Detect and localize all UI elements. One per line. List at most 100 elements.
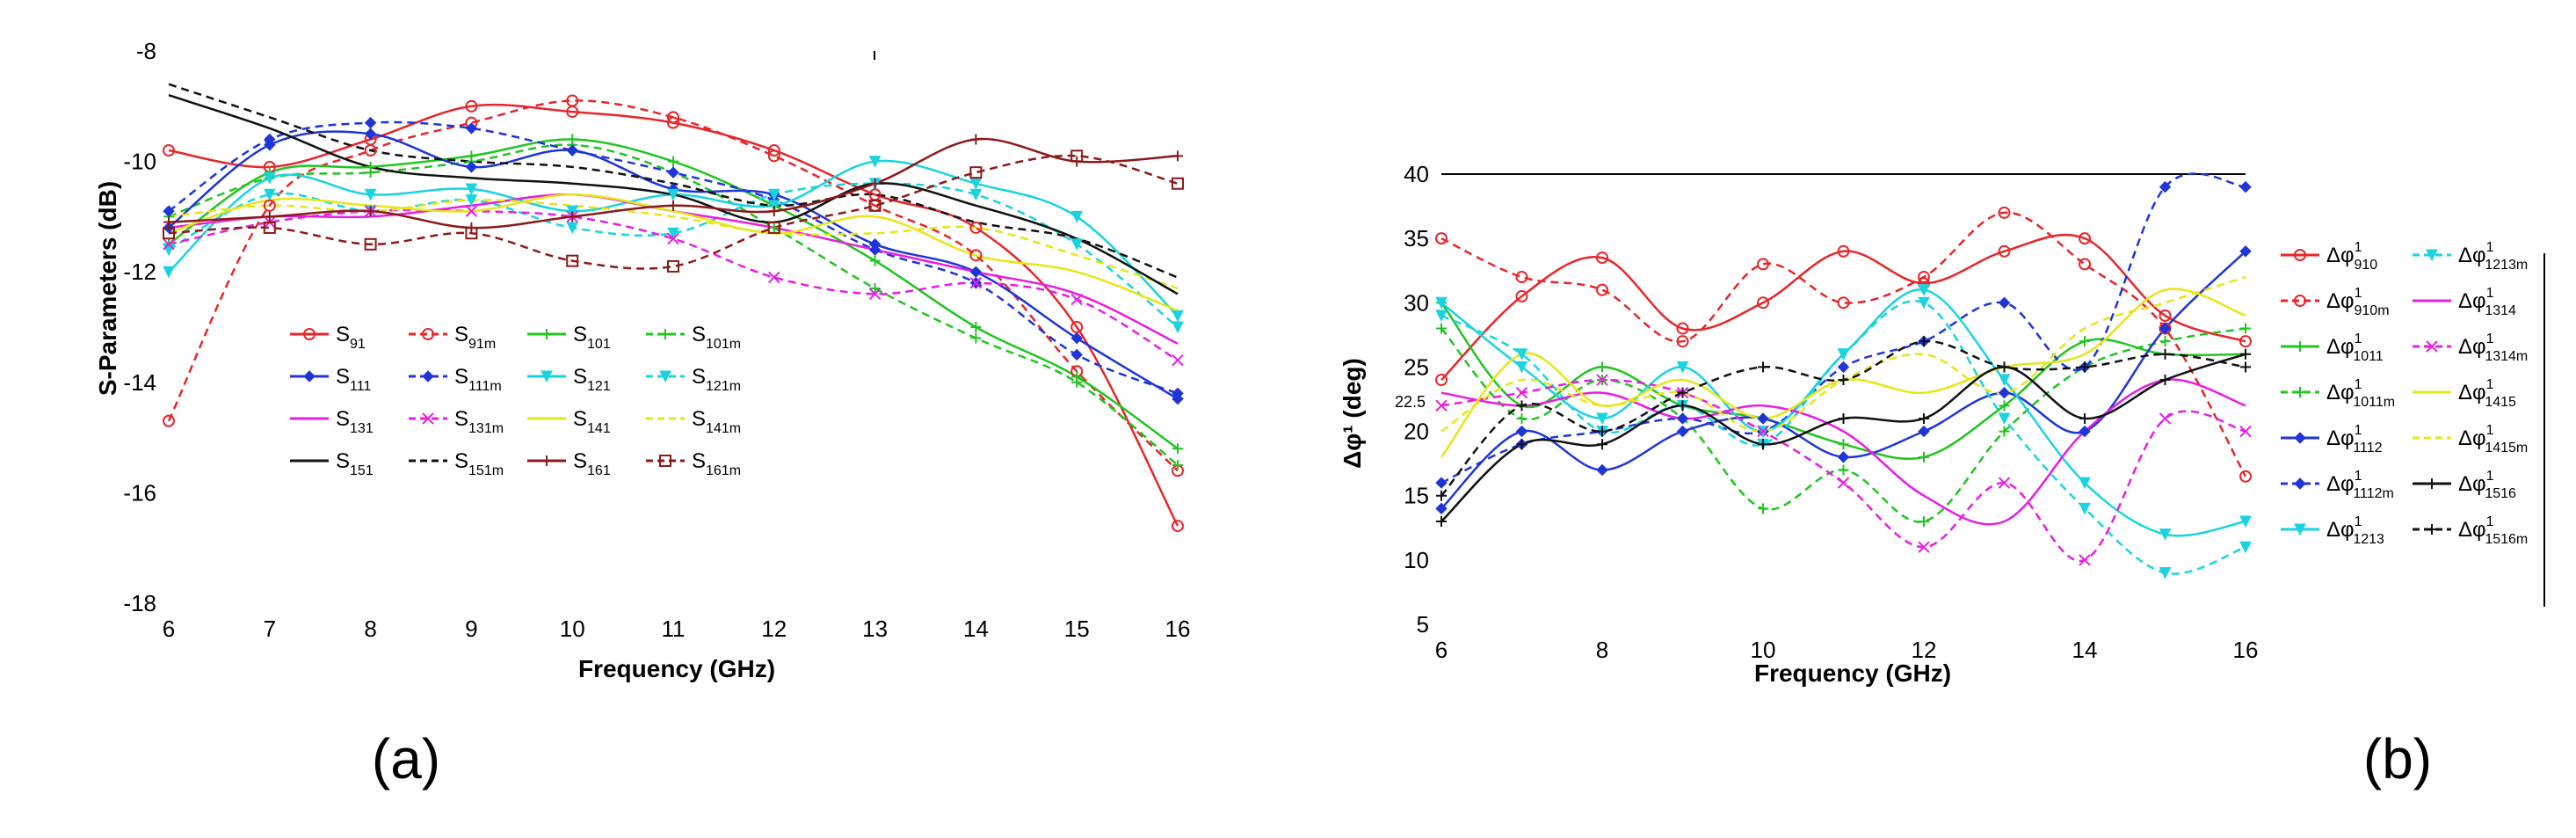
panel-a-x-tick-1: 7 <box>264 616 276 642</box>
panel-a-x-tick-0: 6 <box>163 616 175 642</box>
panel-a-x-tick-9: 15 <box>1064 616 1090 642</box>
panel-a-markers <box>163 94 1184 533</box>
panel-b-series-line-910m <box>1440 211 2247 477</box>
panel-a-point-161m-4 <box>566 254 579 267</box>
panel-b-point-1213-10 <box>2239 515 2252 528</box>
panel-a-point-161-5 <box>668 200 678 211</box>
panel-b-point-1112m-5 <box>1837 361 1850 374</box>
panel-a-point-121m-6 <box>767 188 780 201</box>
panel-b-point-1213m-1 <box>1515 348 1528 361</box>
panel-a-legend-marker-0 <box>303 328 316 340</box>
panel-b-legend-label-8: Δφ1 1314 <box>2458 286 2516 318</box>
panel-a-legend-marker-9 <box>422 412 434 425</box>
panel-b-legend-label-9: Δφ1 1314m <box>2458 332 2528 364</box>
panel-a-point-131m-7 <box>868 288 882 301</box>
panel-b-series-line-910 <box>1440 233 2246 381</box>
panel-a-point-121m-3 <box>465 194 478 207</box>
panel-b-point-910m-2 <box>1596 283 1608 296</box>
panel-a-point-161-6 <box>768 206 780 217</box>
panel-b-point-1516m-8 <box>2079 361 2090 373</box>
panel-b-point-1516m-6 <box>1919 336 1929 347</box>
panel-a-legend-label-1: S91m <box>454 323 496 352</box>
panel-a-legend-label-10: S141 <box>573 407 611 436</box>
panel-a-point-91m-4 <box>566 94 579 107</box>
panel-a-point-91m-5 <box>667 111 679 124</box>
panel-b-point-1112-2 <box>1596 463 1608 477</box>
panel-b-legend-label-0: Δφ1 910 <box>2326 240 2377 273</box>
panel-b-point-1011-7 <box>1999 400 2010 412</box>
panel-a-y-tick-5: -18 <box>123 590 156 616</box>
panel-a-point-91-5 <box>667 116 679 129</box>
panel-a-point-91m-6 <box>767 149 780 163</box>
panel-b-point-1314m-2 <box>1596 374 1608 386</box>
panel-a-legend-label-12: S151 <box>336 449 374 478</box>
panel-b-point-1213m-10 <box>2239 541 2252 554</box>
panel-b-point-1516m-3 <box>1677 387 1688 398</box>
panel-b-point-910-5 <box>1837 244 1850 258</box>
panel-b-point-910m-0 <box>1435 232 1448 245</box>
panel-b-point-1516-9 <box>2159 375 2171 386</box>
panel-b-label: (b) <box>2363 727 2432 791</box>
panel-a-x-tick-4: 10 <box>560 616 585 642</box>
panel-b-y-axis-title: Δφ¹ (deg) <box>1339 358 1366 469</box>
panel-b-x-tick-2: 10 <box>1751 637 1776 663</box>
panel-b-point-1314m-9 <box>2159 412 2172 425</box>
panel-b-point-1516-0 <box>1436 515 1447 527</box>
panel-b-y-tick-8: 40 <box>1404 161 1429 187</box>
panel-a-point-161m-9 <box>1070 149 1084 163</box>
panel-a-legend-marker-5 <box>422 370 434 383</box>
panel-b-legend-label-4: Δφ1 1112 <box>2326 423 2383 455</box>
panel-b-legend-label-13: Δφ1 1516m <box>2458 514 2528 547</box>
panel-b-x-tick-1: 8 <box>1596 637 1608 663</box>
panel-a-s-parameters-chart: 6 7 8 9 10 11 12 13 14 15 16-8-10-12-14-16-18 S91 S… <box>94 38 1190 791</box>
panel-b-point-1516-1 <box>1516 439 1527 450</box>
panel-a-point-121-0 <box>163 266 175 279</box>
panel-b-point-910-4 <box>1757 296 1769 310</box>
panel-b-point-1112-6 <box>1918 425 1930 438</box>
panel-a-x-tick-10: 16 <box>1165 616 1191 642</box>
panel-a-point-111-8 <box>969 266 983 278</box>
panel-a-legend-marker-4 <box>303 370 316 383</box>
panel-b-point-1314m-6 <box>1918 541 1930 553</box>
panel-a-point-91m-8 <box>969 249 983 262</box>
panel-a-point-121m-9 <box>1070 238 1084 251</box>
panel-b-point-1011m-0 <box>1436 323 1447 334</box>
panel-a-point-161m-8 <box>969 166 983 179</box>
panel-b-legend-marker-0 <box>2294 249 2306 261</box>
panel-b-point-1213-9 <box>2159 528 2172 541</box>
panel-a-point-91-10 <box>1172 520 1184 533</box>
panel-a-series-line-101 <box>168 138 1179 450</box>
panel-b-point-1314m-7 <box>1998 477 2011 489</box>
panel-a-point-101m-6 <box>768 222 780 233</box>
panel-a-series-line-111m <box>168 120 1179 395</box>
panel-b-point-910-2 <box>1596 251 1608 265</box>
panel-b-point-910-7 <box>1998 244 2011 258</box>
panel-a-point-121m-1 <box>263 188 276 201</box>
panel-a-y-tick-2: -12 <box>123 259 156 285</box>
panel-a-point-101-7 <box>869 255 881 266</box>
panel-a-point-101m-8 <box>970 332 982 344</box>
panel-a-legend-label-15: S161m <box>692 449 741 478</box>
panel-a-x-tick-6: 12 <box>761 616 787 642</box>
panel-b-point-1516m-5 <box>1838 375 1849 386</box>
panel-a-point-101-5 <box>668 156 678 167</box>
panel-a-legend-label-8: S131 <box>336 407 374 436</box>
panel-b-point-1011-5 <box>1838 439 1849 450</box>
panel-b-y-tick-0: 5 <box>1417 611 1429 638</box>
panel-a-series-line-161m <box>168 154 1179 270</box>
panel-b-legend-marker-9 <box>2426 340 2438 353</box>
panel-a-x-tick-3: 9 <box>465 616 477 642</box>
panel-a-point-121-7 <box>868 156 882 168</box>
panel-b-point-1516-5 <box>1838 412 1849 424</box>
panel-b-point-1011m-1 <box>1516 412 1527 424</box>
panel-a-point-131m-3 <box>465 205 478 217</box>
panel-b-point-1314m-5 <box>1837 477 1850 489</box>
panel-a-point-101m-7 <box>869 283 881 295</box>
panel-b-series-line-1314 <box>1440 378 2246 526</box>
panel-a-point-91m-2 <box>364 144 377 157</box>
panel-b-legend-marker-1 <box>2294 295 2306 307</box>
panel-b-point-910-9 <box>2159 309 2172 322</box>
panel-b-point-1112m-0 <box>1435 477 1448 489</box>
panel-a-legend-label-9: S131m <box>454 407 504 436</box>
